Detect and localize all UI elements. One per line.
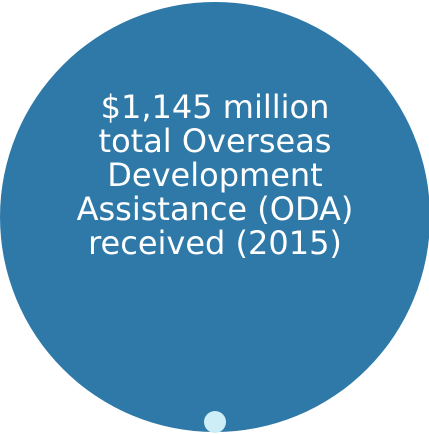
stat-line-development: Development [107, 156, 323, 194]
stat-line-amount: $1,145 million [100, 88, 330, 126]
stat-line-received: received (2015) [88, 224, 342, 262]
stat-text-block: $1,145 million total Overseas Developmen… [30, 90, 400, 260]
connector-dot [204, 411, 226, 433]
stat-line-assistance: Assistance (ODA) [76, 190, 354, 228]
stat-line-total: total Overseas [98, 122, 332, 160]
